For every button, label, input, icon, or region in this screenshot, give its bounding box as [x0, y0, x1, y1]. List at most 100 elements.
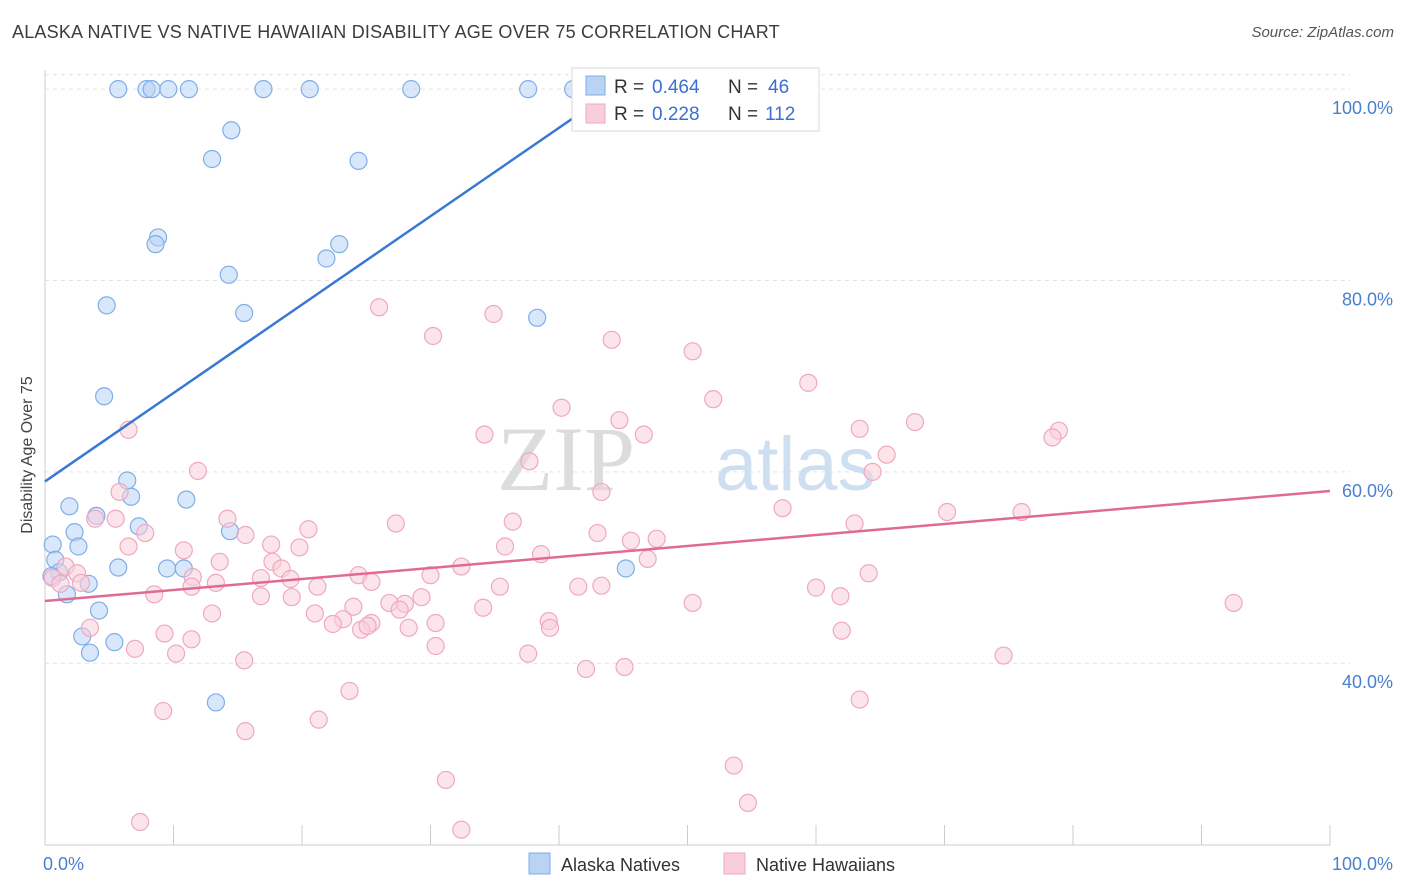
native-hawaiian-point-76 — [202, 604, 222, 623]
native-hawaiian-point-65 — [592, 576, 611, 595]
legend-r-label-1: R = — [614, 77, 644, 98]
alaska-native-point-8 — [519, 80, 538, 99]
legend-n-label-1: N = — [728, 77, 758, 98]
alaska-native-point-24 — [177, 490, 196, 509]
native-hawaiian-point-58 — [362, 572, 381, 591]
native-hawaiian-point-39 — [290, 538, 309, 557]
native-hawaiian-point-99 — [850, 690, 869, 709]
alaska-native-point-2 — [142, 80, 161, 99]
native-hawaiian-point-66 — [806, 578, 826, 597]
native-hawaiian-point-93 — [235, 651, 254, 670]
alaska-native-point-19 — [235, 303, 254, 323]
native-hawaiian-point-92 — [125, 639, 145, 658]
watermark-atlas: atlas — [715, 422, 876, 507]
native-hawaiian-point-98 — [340, 681, 359, 701]
y-tick-labels: 40.0% 60.0% 80.0% 100.0% — [1332, 98, 1393, 692]
native-hawaiian-point-60 — [51, 574, 70, 593]
native-hawaiian-point-84 — [399, 618, 418, 637]
native-hawaiian-point-16 — [877, 445, 896, 464]
native-hawaiian-point-32 — [136, 523, 155, 543]
alaska-native-point-5 — [254, 80, 273, 99]
native-hawaiian-point-107 — [452, 820, 471, 839]
alaska-native-point-6 — [300, 80, 319, 99]
legend-r-value-1: 0.464 — [652, 77, 700, 98]
native-hawaiian-point-13 — [475, 425, 494, 444]
native-hawaiian-point-62 — [308, 577, 327, 596]
alaska-native-point-25 — [60, 497, 79, 516]
native-hawaiian-point-36 — [621, 531, 641, 550]
native-hawaiian-point-25 — [218, 509, 237, 528]
native-hawaiian-point-105 — [738, 793, 757, 813]
native-hawaiian-point-106 — [130, 812, 150, 832]
bottom-legend-swatch-alaska-natives — [528, 852, 551, 875]
native-hawaiian-point-10 — [850, 419, 869, 438]
native-hawaiian-point-9 — [905, 412, 925, 432]
alaska-native-point-31 — [69, 537, 88, 556]
legend: R = 0.464 N = 46 R = 0.228 N = 112 — [571, 67, 820, 132]
native-hawaiian-point-2 — [423, 326, 443, 346]
native-hawaiian-point-29 — [386, 514, 405, 533]
native-hawaiian-point-110 — [358, 616, 377, 635]
native-hawaiian-point-95 — [994, 646, 1013, 665]
native-hawaiian-point-0 — [370, 298, 389, 317]
alaska-native-point-4 — [179, 80, 199, 99]
bottom-legend-alaska-natives: Alaska Natives — [561, 855, 680, 875]
native-hawaiian-point-101 — [309, 710, 328, 729]
native-hawaiian-point-37 — [262, 535, 281, 554]
native-hawaiian-point-26 — [86, 509, 105, 528]
legend-n-value-1: 46 — [768, 77, 789, 98]
legend-r-label-2: R = — [614, 104, 644, 125]
alaska-native-point-36 — [616, 559, 635, 578]
native-hawaiian-point-33 — [588, 523, 607, 543]
native-hawaiian-point-3 — [602, 330, 621, 349]
native-hawaiian-point-17 — [520, 452, 539, 471]
native-hawaiian-point-14 — [634, 425, 653, 444]
native-hawaiian-point-80 — [323, 614, 342, 634]
x-tick-labels: 0.0% 100.0% — [43, 854, 1393, 874]
native-hawaiian-point-35 — [647, 529, 666, 548]
alaska-native-point-16 — [317, 249, 336, 268]
y-tick-label-2: 80.0% — [1342, 289, 1393, 309]
native-hawaiian-point-70 — [412, 588, 431, 607]
native-hawaiian-point-88 — [832, 621, 851, 640]
native-hawaiian-point-22 — [773, 499, 792, 518]
native-hawaiian-point-19 — [188, 461, 208, 480]
native-hawaiian-point-20 — [110, 482, 129, 502]
native-hawaiian-point-1 — [484, 304, 503, 324]
native-hawaiian-point-41 — [174, 541, 193, 560]
alaska-native-point-18 — [97, 296, 116, 315]
native-hawaiian-point-63 — [490, 577, 509, 596]
native-hawaiian-point-108 — [1224, 593, 1243, 613]
alaska-native-point-3 — [159, 80, 178, 99]
legend-n-label-2: N = — [728, 104, 758, 125]
alaska-native-point-34 — [157, 559, 177, 578]
legend-n-value-2: 112 — [765, 104, 795, 125]
bottom-legend-swatch-native-hawaiians — [723, 852, 746, 875]
series-native-hawaiians — [43, 298, 1243, 839]
legend-swatch-native-hawaiians — [585, 103, 606, 124]
native-hawaiian-point-71 — [683, 593, 702, 613]
axes — [44, 70, 1331, 846]
source-label: Source: ZipAtlas.com — [1251, 24, 1394, 41]
bottom-legend: Alaska Natives Native Hawaiians — [528, 852, 895, 875]
native-hawaiian-point-34 — [236, 525, 255, 545]
alaska-native-point-12 — [349, 151, 368, 170]
trend-lines — [44, 73, 1331, 603]
native-hawaiian-point-85 — [540, 618, 560, 637]
alaska-native-point-7 — [402, 80, 421, 99]
alaska-native-point-21 — [95, 387, 114, 406]
native-hawaiian-point-67 — [145, 585, 164, 604]
native-hawaiian-point-89 — [155, 624, 174, 643]
native-hawaiian-point-102 — [236, 722, 255, 741]
native-hawaiian-point-40 — [119, 537, 138, 556]
native-hawaiian-point-68 — [251, 587, 270, 606]
native-hawaiian-point-64 — [569, 577, 588, 596]
native-hawaiian-point-109 — [166, 644, 186, 663]
native-hawaiian-point-6 — [704, 390, 723, 409]
y-tick-label-0: 40.0% — [1342, 672, 1393, 692]
native-hawaiian-point-82 — [426, 613, 445, 633]
native-hawaiian-point-50 — [859, 564, 878, 583]
native-hawaiian-point-90 — [182, 630, 201, 649]
native-hawaiian-point-28 — [503, 512, 522, 531]
